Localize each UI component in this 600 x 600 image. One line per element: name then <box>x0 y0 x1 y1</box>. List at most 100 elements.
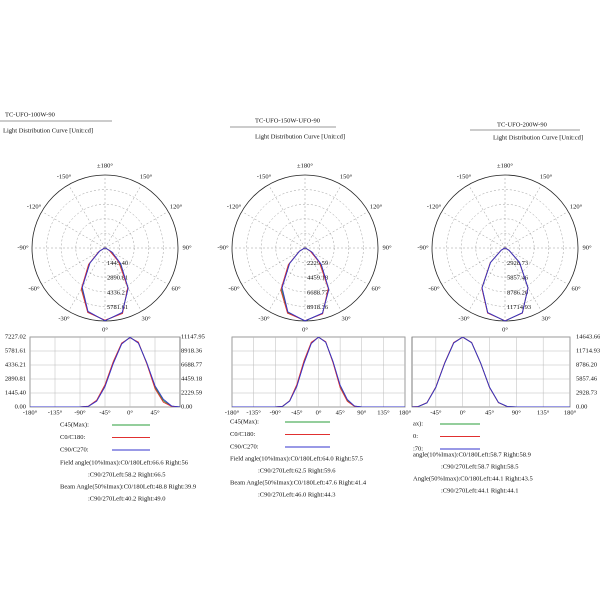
x-tick-label: -135° <box>48 409 63 416</box>
polar-ring <box>46 189 164 307</box>
polar-spoke <box>504 211 569 249</box>
polar-curve <box>281 247 330 322</box>
panel-subtitle: Light Distribution Curve [Unit:cd] <box>255 133 345 140</box>
panel-title: TC-UFO-200W-90 <box>497 121 547 128</box>
angle-label: -30° <box>458 315 470 322</box>
y-tick-label: 2928.73 <box>576 389 597 396</box>
angle-note: Angle(50%Imax):C0/180Left:44.1 Right:43.… <box>413 475 533 482</box>
polar-spoke <box>304 247 342 312</box>
angle-label: -150° <box>57 173 72 180</box>
angle-label: 120° <box>370 203 383 210</box>
angle-label: -120° <box>27 203 42 210</box>
polar-ring <box>490 233 520 263</box>
y-tick-label: 7227.02 <box>5 333 26 340</box>
angle-label: 90° <box>582 244 592 251</box>
x-tick-label: 45° <box>150 409 160 416</box>
angle-label: 60° <box>571 285 581 292</box>
panel-subtitle: Light Distribution Curve [Unit:cd] <box>3 127 93 134</box>
angle-label: -150° <box>457 173 472 180</box>
y-tick-label: 5857.46 <box>576 375 598 382</box>
radial-label: 6688.77 <box>307 289 329 296</box>
y-tick-label: 4459.18 <box>181 375 202 382</box>
legend-label: C90/C270: <box>230 443 259 450</box>
plot-area <box>232 337 405 407</box>
polar-ring <box>260 203 350 293</box>
y-tick-label: 0.00 <box>15 403 26 410</box>
polar-spoke <box>68 184 106 249</box>
y-tick-label: 2890.81 <box>5 375 26 382</box>
x-tick-label: 135° <box>537 409 550 416</box>
x-tick-label: -180° <box>23 409 38 416</box>
angle-label: -90° <box>17 244 29 251</box>
polar-ring <box>90 233 120 263</box>
polar-spoke <box>504 184 542 249</box>
angle-label: ±180° <box>497 162 513 169</box>
radial-label: 2229.59 <box>307 260 328 267</box>
angle-note: :C90/270Left:40.2 Right:49.0 <box>88 495 165 502</box>
x-tick-label: -180° <box>225 409 240 416</box>
polar-ring <box>460 203 550 293</box>
polar-spoke <box>41 247 106 285</box>
polar-curve <box>481 247 529 322</box>
panel-subtitle: Light Distribution Curve [Unit:cd] <box>493 134 583 141</box>
panel-title: TC-UFO-100W-90 <box>5 111 55 118</box>
polar-curve <box>81 247 129 322</box>
polar-spoke <box>104 184 142 249</box>
legend-label: C45(Max): <box>60 421 89 428</box>
x-tick-label: 0° <box>460 409 466 416</box>
radial-label: 5857.46 <box>507 275 529 282</box>
angle-note: :C90/270Left:58.7 Right:58.5 <box>441 463 518 470</box>
x-tick-label: -45° <box>430 409 442 416</box>
angle-label: -30° <box>58 315 70 322</box>
y-tick-label: 0.00 <box>181 403 192 410</box>
angle-note: :C90/270Left:62.5 Right:59.6 <box>258 467 336 474</box>
x-tick-label: 90° <box>512 409 522 416</box>
x-tick-label: -45° <box>291 409 303 416</box>
angle-label: -120° <box>427 203 442 210</box>
panel-title: TC-UFO-150W-UFO-90 <box>255 117 320 124</box>
y-tick-label: 5781.61 <box>5 347 26 354</box>
polar-spoke <box>104 211 169 249</box>
x-tick-label: 135° <box>377 409 390 416</box>
y-tick-label: 11147.95 <box>181 333 205 340</box>
angle-label: ±180° <box>297 162 313 169</box>
angle-label: -150° <box>257 173 272 180</box>
radial-label: 5781.61 <box>107 304 128 311</box>
angle-note: Field angle(10%Imax):C0/180Left:66.6 Rig… <box>60 459 189 466</box>
legend-label: C0/C180: <box>60 434 85 441</box>
radial-label: 11714.93 <box>507 304 531 311</box>
angle-label: 30° <box>341 315 351 322</box>
legend-label: C0/C180: <box>230 431 255 438</box>
polar-spoke <box>504 247 542 312</box>
polar-spoke <box>241 247 306 285</box>
x-tick-label: -45° <box>99 409 111 416</box>
legend-label: ax): <box>413 420 423 427</box>
angle-label: -90° <box>417 244 429 251</box>
x-tick-label: 90° <box>357 409 367 416</box>
polar-spoke <box>468 184 506 249</box>
polar-spoke <box>104 247 169 285</box>
radial-label: 1445.40 <box>107 260 128 267</box>
intensity-line <box>30 337 180 407</box>
angle-label: -60° <box>28 285 40 292</box>
plot-area <box>30 337 180 407</box>
polar-ring <box>60 203 150 293</box>
polar-ring <box>446 189 564 307</box>
angle-label: 120° <box>570 203 583 210</box>
y-tick-label: 2229.59 <box>181 389 202 396</box>
angle-label: 0° <box>102 326 108 333</box>
polar-spoke <box>441 247 506 285</box>
polar-spoke <box>241 211 306 249</box>
polar-spoke <box>504 247 569 285</box>
angle-label: ±180° <box>97 162 113 169</box>
polar-spoke <box>268 184 306 249</box>
x-tick-label: -135° <box>246 409 261 416</box>
radial-label: 8786.20 <box>507 289 528 296</box>
angle-note: :C90/270Left:44.1 Right:44.1 <box>441 487 518 494</box>
y-tick-label: 4336.21 <box>5 361 26 368</box>
angle-label: 150° <box>340 173 353 180</box>
y-tick-label: 0.00 <box>576 403 587 410</box>
polar-spoke <box>68 247 106 312</box>
radial-label: 2890.81 <box>107 275 128 282</box>
